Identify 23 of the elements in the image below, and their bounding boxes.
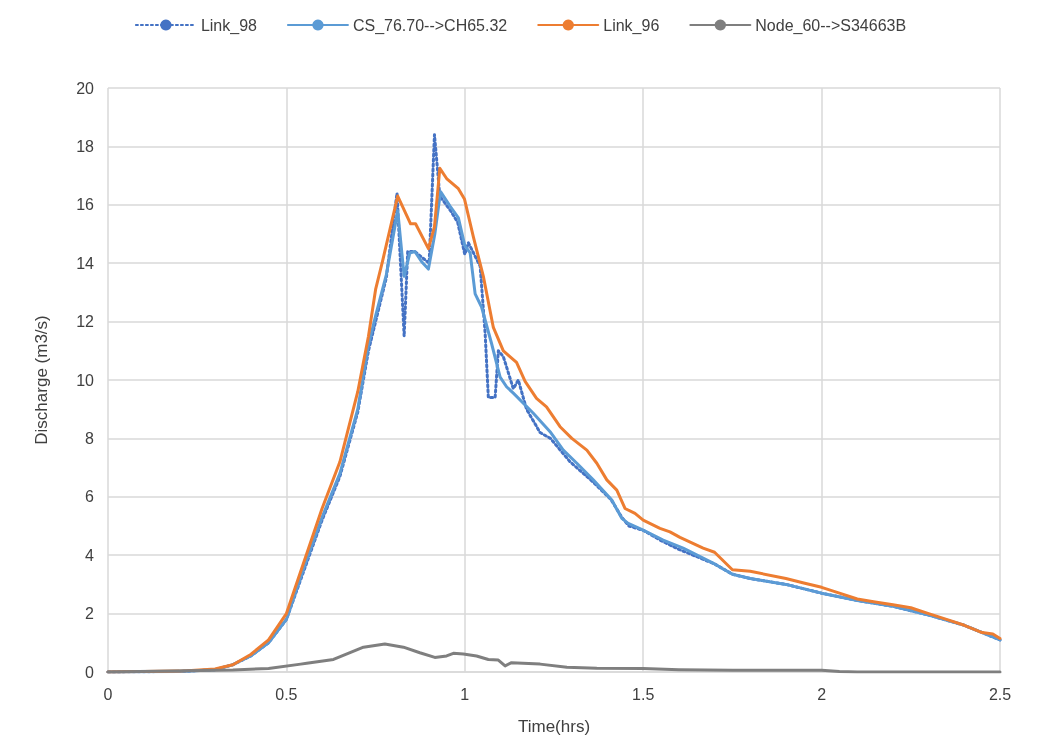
y-tick-label: 4 [85,546,95,564]
legend-label: Link_98 [200,16,258,35]
x-tick-label: 2 [817,685,827,703]
y-tick-label: 0 [85,663,95,681]
legend-label: Link_96 [603,16,660,35]
y-tick-label: 12 [76,313,95,331]
x-tick-label: 1.5 [632,685,655,703]
y-tick-label: 16 [76,196,95,214]
y-tick-label: 18 [76,137,95,155]
y-axis-title: Discharge (m3/s) [32,315,51,445]
y-tick-label: 10 [76,371,95,389]
x-tick-label: 1 [460,685,470,703]
legend-label: Node_60-->S34663B [755,16,907,35]
y-tick-label: 14 [76,254,95,272]
y-tick-label: 6 [85,488,95,506]
legend-label: CS_76.70-->CH65.32 [352,16,508,35]
x-tick-label: 2.5 [988,685,1012,703]
x-tick-label: 0 [103,685,113,703]
x-axis-title: Time(hrs) [517,717,591,736]
y-tick-label: 2 [85,605,95,623]
x-tick-label: 0.5 [275,685,298,703]
y-tick-label: 20 [76,79,95,97]
y-tick-label: 8 [85,429,95,447]
